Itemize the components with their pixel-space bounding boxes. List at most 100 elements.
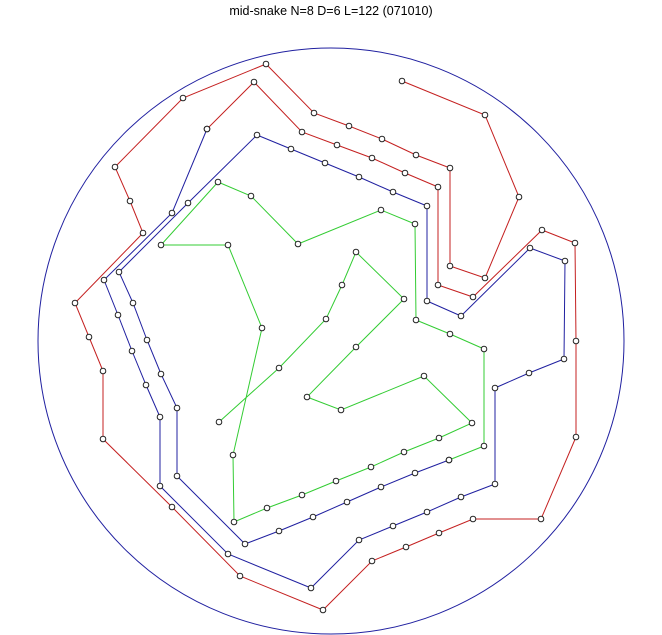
node-marker	[469, 293, 477, 301]
node-marker	[310, 109, 318, 117]
node-marker	[332, 477, 340, 485]
node-marker	[525, 369, 533, 377]
node-marker	[571, 239, 579, 247]
node-marker	[333, 141, 341, 149]
node-marker	[572, 433, 580, 441]
node-marker	[468, 419, 476, 427]
node-marker	[142, 381, 150, 389]
node-marker	[389, 188, 397, 196]
node-marker	[298, 491, 306, 499]
node-marker	[157, 370, 165, 378]
node-marker	[99, 367, 107, 375]
node-marker	[446, 164, 454, 172]
node-marker	[179, 94, 187, 102]
snake-path-blue-segment	[103, 128, 566, 589]
node-marker	[355, 173, 363, 181]
node-marker	[157, 241, 165, 249]
node-marker	[481, 274, 489, 282]
node-marker	[345, 122, 353, 130]
node-marker	[400, 295, 408, 303]
node-marker	[401, 169, 409, 177]
node-marker	[402, 543, 410, 551]
node-marker	[572, 337, 580, 345]
node-marker	[445, 456, 453, 464]
node-marker	[423, 202, 431, 210]
node-marker	[322, 315, 330, 323]
node-marker	[224, 550, 232, 558]
boundary-circle	[37, 47, 625, 635]
node-marker	[537, 515, 545, 523]
node-marker	[100, 276, 108, 284]
node-marker	[111, 163, 119, 171]
node-marker	[184, 199, 192, 207]
node-marker	[241, 540, 249, 548]
node-marker	[411, 220, 419, 228]
node-marker	[435, 434, 443, 442]
node-marker	[258, 324, 266, 332]
node-marker	[203, 125, 211, 133]
node-marker	[156, 413, 164, 421]
node-marker	[115, 268, 123, 276]
node-marker	[298, 128, 306, 136]
figure-title: mid-snake N=8 D=6 L=122 (071010)	[229, 4, 433, 18]
node-marker	[491, 480, 499, 488]
node-marker	[457, 312, 465, 320]
node-marker	[229, 451, 237, 459]
node-marker	[389, 522, 397, 530]
node-marker	[214, 178, 222, 186]
node-marker	[129, 299, 137, 307]
node-marker	[352, 343, 360, 351]
node-marker	[480, 345, 488, 353]
node-marker	[355, 536, 363, 544]
node-marker	[515, 193, 523, 201]
node-marker	[85, 333, 93, 341]
node-marker	[420, 372, 428, 380]
snake-path-red-segment	[74, 63, 577, 611]
node-marker	[378, 135, 386, 143]
node-marker	[469, 515, 477, 523]
node-marker	[560, 355, 568, 363]
node-marker	[412, 151, 420, 159]
node-marker	[481, 111, 489, 119]
node-marker	[398, 77, 406, 85]
node-marker	[303, 393, 311, 401]
node-marker	[377, 206, 385, 214]
node-marker	[423, 297, 431, 305]
node-marker	[319, 606, 327, 614]
node-marker	[215, 418, 223, 426]
node-marker	[168, 503, 176, 511]
node-marker	[99, 435, 107, 443]
node-marker	[435, 529, 443, 537]
node-marker	[139, 229, 147, 237]
node-marker	[294, 240, 302, 248]
node-marker	[561, 257, 569, 265]
node-marker	[377, 483, 385, 491]
node-marker	[367, 463, 375, 471]
node-marker	[262, 60, 270, 68]
node-marker	[480, 442, 488, 450]
node-marker	[343, 498, 351, 506]
node-marker	[321, 159, 329, 167]
node-marker	[275, 527, 283, 535]
node-marker	[338, 281, 346, 289]
node-marker	[71, 299, 79, 307]
node-marker	[275, 364, 283, 372]
node-marker	[368, 154, 376, 162]
node-marker	[128, 347, 136, 355]
node-marker	[263, 504, 271, 512]
node-marker	[412, 316, 420, 324]
node-marker	[538, 226, 546, 234]
node-marker	[173, 404, 181, 412]
snake-path-green-segment	[159, 181, 485, 523]
node-marker	[434, 183, 442, 191]
node-marker	[434, 281, 442, 289]
node-marker	[230, 518, 238, 526]
node-marker	[400, 448, 408, 456]
node-marker	[526, 244, 534, 252]
node-marker	[173, 472, 181, 480]
node-marker	[236, 572, 244, 580]
node-marker	[352, 248, 360, 256]
node-marker	[287, 145, 295, 153]
